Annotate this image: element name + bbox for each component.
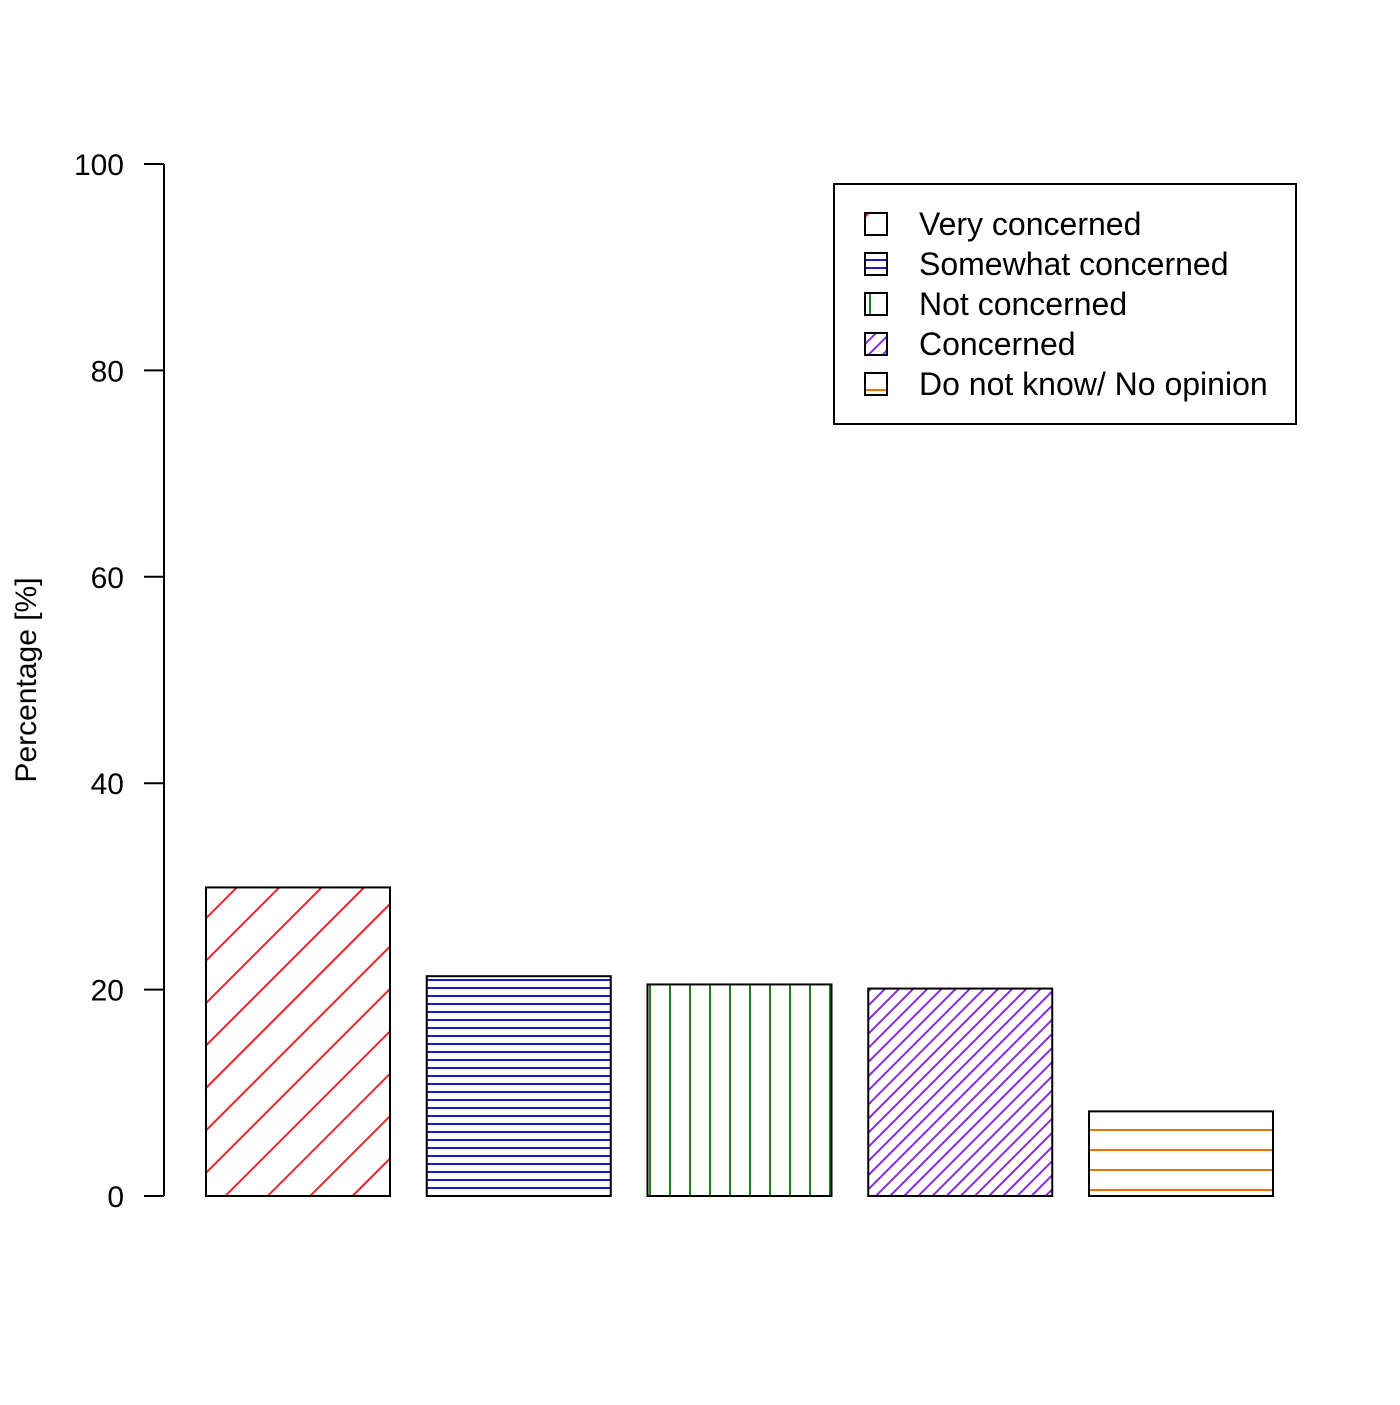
legend-swatch [864, 372, 888, 396]
legend: Very concerned Somewhat concerned Not conc… [833, 183, 1297, 425]
y-axis: 0 20 40 60 80 100 [74, 149, 165, 1214]
legend-label: Do not know/ No opinion [919, 366, 1268, 402]
legend-swatch [864, 212, 888, 236]
bar-concerned [867, 987, 1054, 1197]
bar-somewhat-concerned [425, 975, 612, 1198]
y-tick-label: 0 [107, 1181, 124, 1214]
y-axis-label: Percentage [%] [10, 577, 43, 782]
y-tick-label: 100 [74, 149, 124, 182]
y-tick-label: 40 [91, 768, 124, 801]
legend-swatch [864, 252, 888, 276]
legend-label: Somewhat concerned [919, 246, 1229, 282]
legend-swatch [864, 292, 888, 316]
legend-label: Not concerned [919, 286, 1127, 322]
legend-label: Concerned [919, 326, 1076, 362]
bar-do-not-know-no-opinion [1088, 1110, 1274, 1197]
legend-swatch [864, 332, 888, 356]
legend-box [833, 183, 1297, 425]
y-tick-label: 60 [91, 562, 124, 595]
y-tick-label: 80 [91, 355, 124, 388]
bar-very-concerned [205, 886, 391, 1197]
bar-not-concerned [646, 983, 833, 1197]
y-tick-label: 20 [91, 975, 124, 1008]
bars [205, 886, 1274, 1198]
legend-label: Very concerned [919, 206, 1141, 242]
